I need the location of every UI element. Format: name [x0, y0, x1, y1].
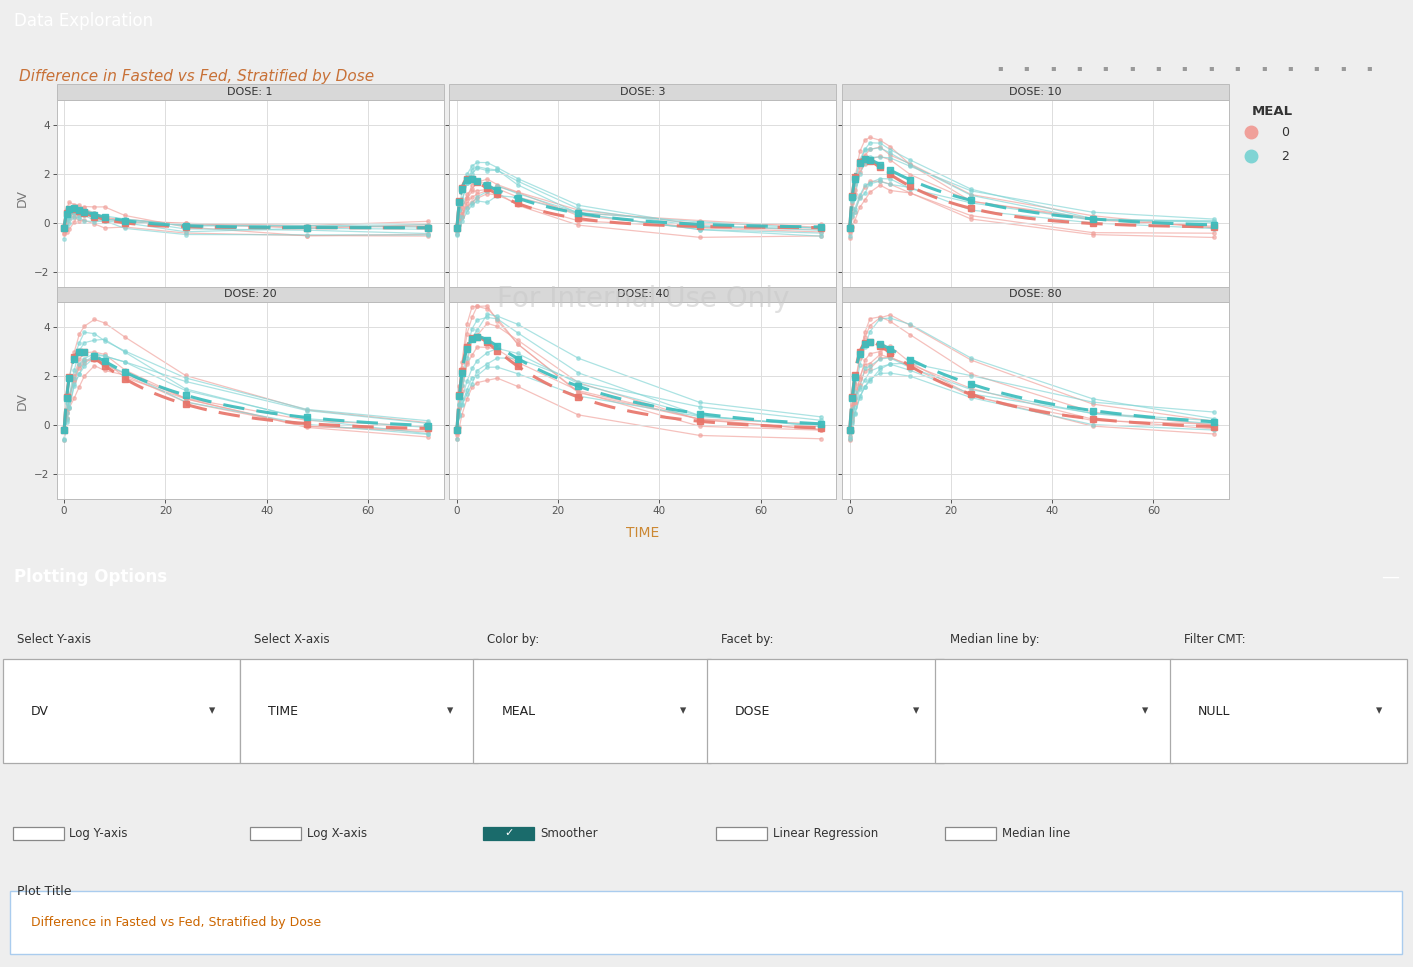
Text: Difference in Fasted vs Fed, Stratified by Dose: Difference in Fasted vs Fed, Stratified …	[20, 70, 374, 84]
FancyBboxPatch shape	[935, 659, 1173, 763]
Bar	[57, 84, 444, 100]
Text: ▪: ▪	[1050, 63, 1056, 72]
Text: 2: 2	[1282, 150, 1289, 162]
Text: Select X-axis: Select X-axis	[254, 633, 331, 646]
Text: ▾: ▾	[447, 705, 452, 718]
FancyBboxPatch shape	[250, 827, 301, 840]
Text: ▪: ▪	[1314, 63, 1320, 72]
Text: Plot Title: Plot Title	[17, 886, 72, 898]
Text: 0: 0	[1282, 126, 1289, 139]
Text: DOSE: 10: DOSE: 10	[1009, 87, 1063, 97]
Text: DOSE: 20: DOSE: 20	[223, 289, 277, 300]
Text: ▪: ▪	[1156, 63, 1161, 72]
Bar	[57, 286, 444, 303]
Text: Data Exploration: Data Exploration	[14, 12, 153, 30]
Text: ✓: ✓	[504, 829, 513, 838]
Text: DOSE: 40: DOSE: 40	[616, 289, 670, 300]
Text: ▾: ▾	[913, 705, 918, 718]
Bar	[842, 286, 1229, 303]
Text: ▪: ▪	[1260, 63, 1266, 72]
Text: ▪: ▪	[1023, 63, 1029, 72]
FancyBboxPatch shape	[1170, 659, 1407, 763]
FancyBboxPatch shape	[10, 891, 1402, 954]
Text: DOSE: 3: DOSE: 3	[620, 87, 666, 97]
Text: Filter CMT:: Filter CMT:	[1184, 633, 1246, 646]
Text: Plotting Options: Plotting Options	[14, 568, 167, 586]
Text: ▪: ▪	[998, 63, 1003, 72]
Text: NULL: NULL	[1198, 705, 1231, 718]
Text: DOSE: 1: DOSE: 1	[227, 87, 273, 97]
Text: ▪: ▪	[1287, 63, 1293, 72]
Text: DOSE: 80: DOSE: 80	[1009, 289, 1063, 300]
Text: Linear Regression: Linear Regression	[773, 827, 877, 840]
Text: ▾: ▾	[1376, 705, 1382, 718]
Text: Difference in Fasted vs Fed, Stratified by Dose: Difference in Fasted vs Fed, Stratified …	[31, 916, 321, 929]
Text: Log Y-axis: Log Y-axis	[69, 827, 127, 840]
FancyBboxPatch shape	[240, 659, 478, 763]
Text: Median line: Median line	[1002, 827, 1070, 840]
Text: ▪: ▪	[1340, 63, 1345, 72]
Text: MEAL: MEAL	[1252, 105, 1293, 118]
FancyBboxPatch shape	[706, 659, 944, 763]
Text: For Internal Use Only: For Internal Use Only	[497, 285, 788, 313]
Text: Color by:: Color by:	[487, 633, 540, 646]
FancyBboxPatch shape	[716, 827, 767, 840]
FancyBboxPatch shape	[13, 827, 64, 840]
Y-axis label: DV: DV	[16, 392, 28, 409]
FancyBboxPatch shape	[473, 659, 711, 763]
FancyBboxPatch shape	[483, 827, 534, 840]
Bar	[842, 84, 1229, 100]
Text: Select Y-axis: Select Y-axis	[17, 633, 90, 646]
Bar	[449, 84, 836, 100]
Text: Log X-axis: Log X-axis	[307, 827, 367, 840]
Text: MEAL: MEAL	[502, 705, 536, 718]
Text: Median line by:: Median line by:	[950, 633, 1039, 646]
Text: TIME: TIME	[268, 705, 298, 718]
Text: ▪: ▪	[1129, 63, 1135, 72]
Text: Facet by:: Facet by:	[721, 633, 773, 646]
Bar	[449, 286, 836, 303]
Text: ▪: ▪	[1181, 63, 1187, 72]
Text: ▾: ▾	[680, 705, 685, 718]
Text: TIME: TIME	[626, 526, 660, 541]
FancyBboxPatch shape	[3, 659, 240, 763]
Text: ▪: ▪	[1208, 63, 1214, 72]
Text: ▪: ▪	[1077, 63, 1082, 72]
Text: DOSE: DOSE	[735, 705, 770, 718]
Text: ▪: ▪	[1235, 63, 1241, 72]
FancyBboxPatch shape	[945, 827, 996, 840]
Text: ▪: ▪	[1102, 63, 1108, 72]
Text: —: —	[1381, 568, 1399, 586]
Y-axis label: DV: DV	[16, 190, 28, 207]
Text: ▪: ▪	[1366, 63, 1372, 72]
Text: ▾: ▾	[209, 705, 215, 718]
Text: DV: DV	[31, 705, 49, 718]
Text: Smoother: Smoother	[540, 827, 598, 840]
Text: ▾: ▾	[1142, 705, 1147, 718]
